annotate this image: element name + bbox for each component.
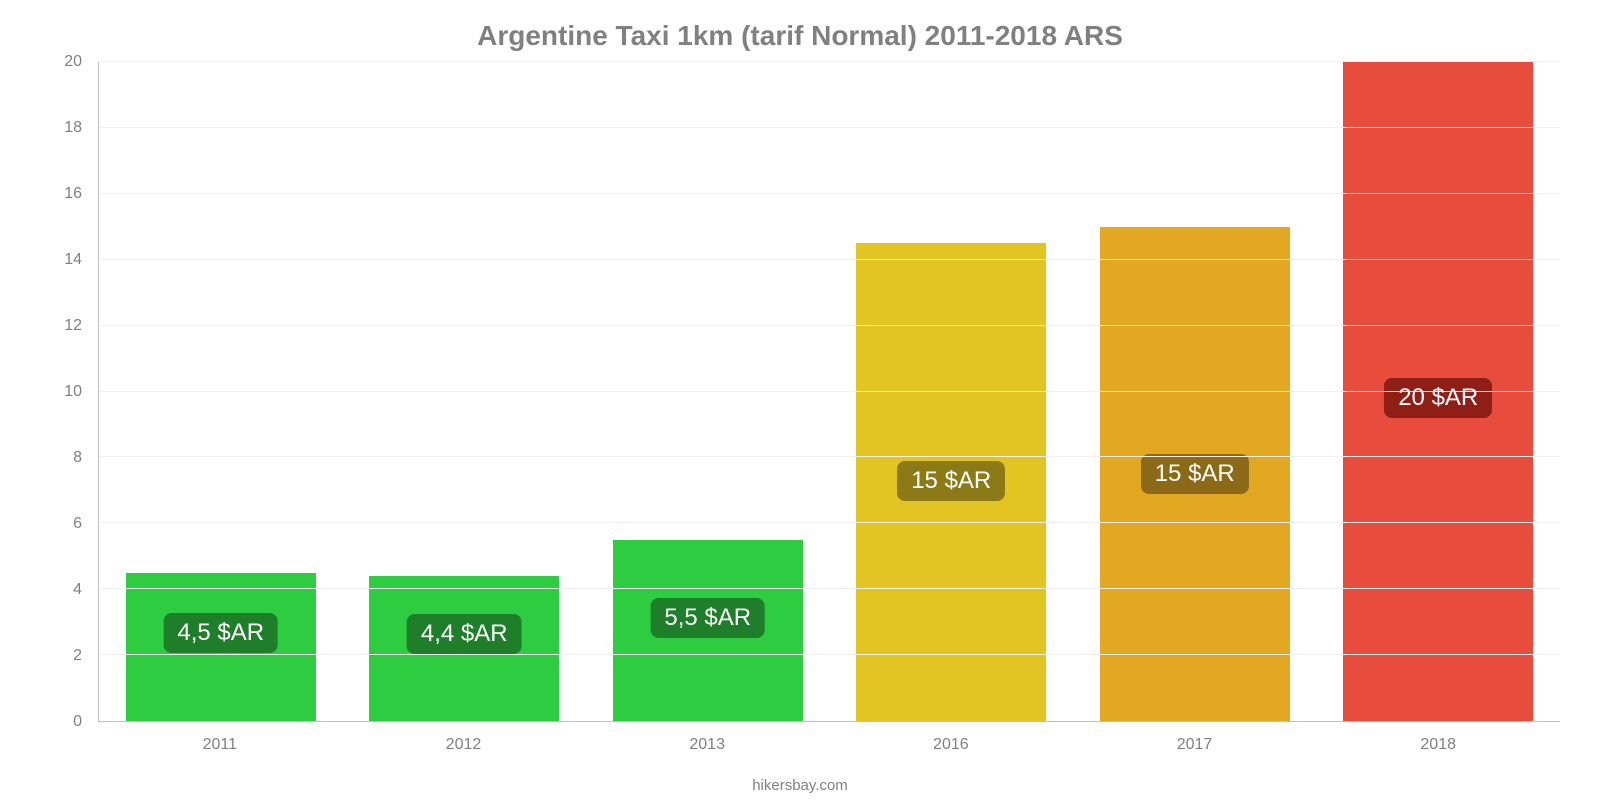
y-tick: 18 [64,119,82,137]
value-badge: 15 $AR [1141,454,1249,494]
y-tick: 8 [73,449,82,467]
bar: 20 $AR [1343,62,1533,721]
bar-slot: 15 $AR [1073,62,1317,721]
value-badge: 5,5 $AR [650,598,765,638]
value-badge: 15 $AR [897,461,1005,501]
grid-line [99,325,1560,326]
bar: 15 $AR [856,243,1046,721]
y-tick: 12 [64,317,82,335]
bar-slot: 20 $AR [1317,62,1561,721]
bar: 4,5 $AR [126,573,316,721]
x-tick: 2016 [829,736,1073,754]
y-axis: 02468101214161820 [40,62,90,722]
grid-line [99,456,1560,457]
bar-slot: 4,4 $AR [343,62,587,721]
bar: 4,4 $AR [369,576,559,721]
grid-line [99,391,1560,392]
grid-line [99,193,1560,194]
source-label: hikersbay.com [0,777,1600,794]
grid-line [99,588,1560,589]
x-tick: 2018 [1316,736,1560,754]
x-tick: 2017 [1073,736,1317,754]
grid-line [99,127,1560,128]
grid-line [99,259,1560,260]
bar-chart: Argentine Taxi 1km (tarif Normal) 2011-2… [0,0,1600,800]
bars-container: 4,5 $AR 4,4 $AR 5,5 $AR 15 $AR 15 $AR 20 $AR [99,62,1560,721]
grid-line [99,61,1560,62]
x-tick: 2011 [98,736,342,754]
y-tick: 6 [73,515,82,533]
y-tick: 14 [64,251,82,269]
chart-title: Argentine Taxi 1km (tarif Normal) 2011-2… [40,20,1560,52]
y-tick: 16 [64,185,82,203]
plot-area: 02468101214161820 4,5 $AR4,4 $AR5,5 $AR1… [40,62,1560,722]
y-tick: 2 [73,647,82,665]
grid-line [99,654,1560,655]
plot-inner: 4,5 $AR 4,4 $AR 5,5 $AR 15 $AR 15 $AR 20 $AR [98,62,1560,722]
y-tick: 0 [73,713,82,731]
value-badge: 20 $AR [1384,378,1492,418]
bar-slot: 15 $AR [830,62,1074,721]
value-badge: 4,5 $AR [163,613,278,653]
y-tick: 20 [64,53,82,71]
x-tick: 2013 [585,736,829,754]
bar: 15 $AR [1100,227,1290,721]
y-tick: 4 [73,581,82,599]
x-axis: 201120122013201620172018 [98,736,1560,754]
x-tick: 2012 [342,736,586,754]
grid-line [99,522,1560,523]
value-badge: 4,4 $AR [407,614,522,654]
bar-slot: 5,5 $AR [586,62,830,721]
y-tick: 10 [64,383,82,401]
bar-slot: 4,5 $AR [99,62,343,721]
bar: 5,5 $AR [613,540,803,721]
